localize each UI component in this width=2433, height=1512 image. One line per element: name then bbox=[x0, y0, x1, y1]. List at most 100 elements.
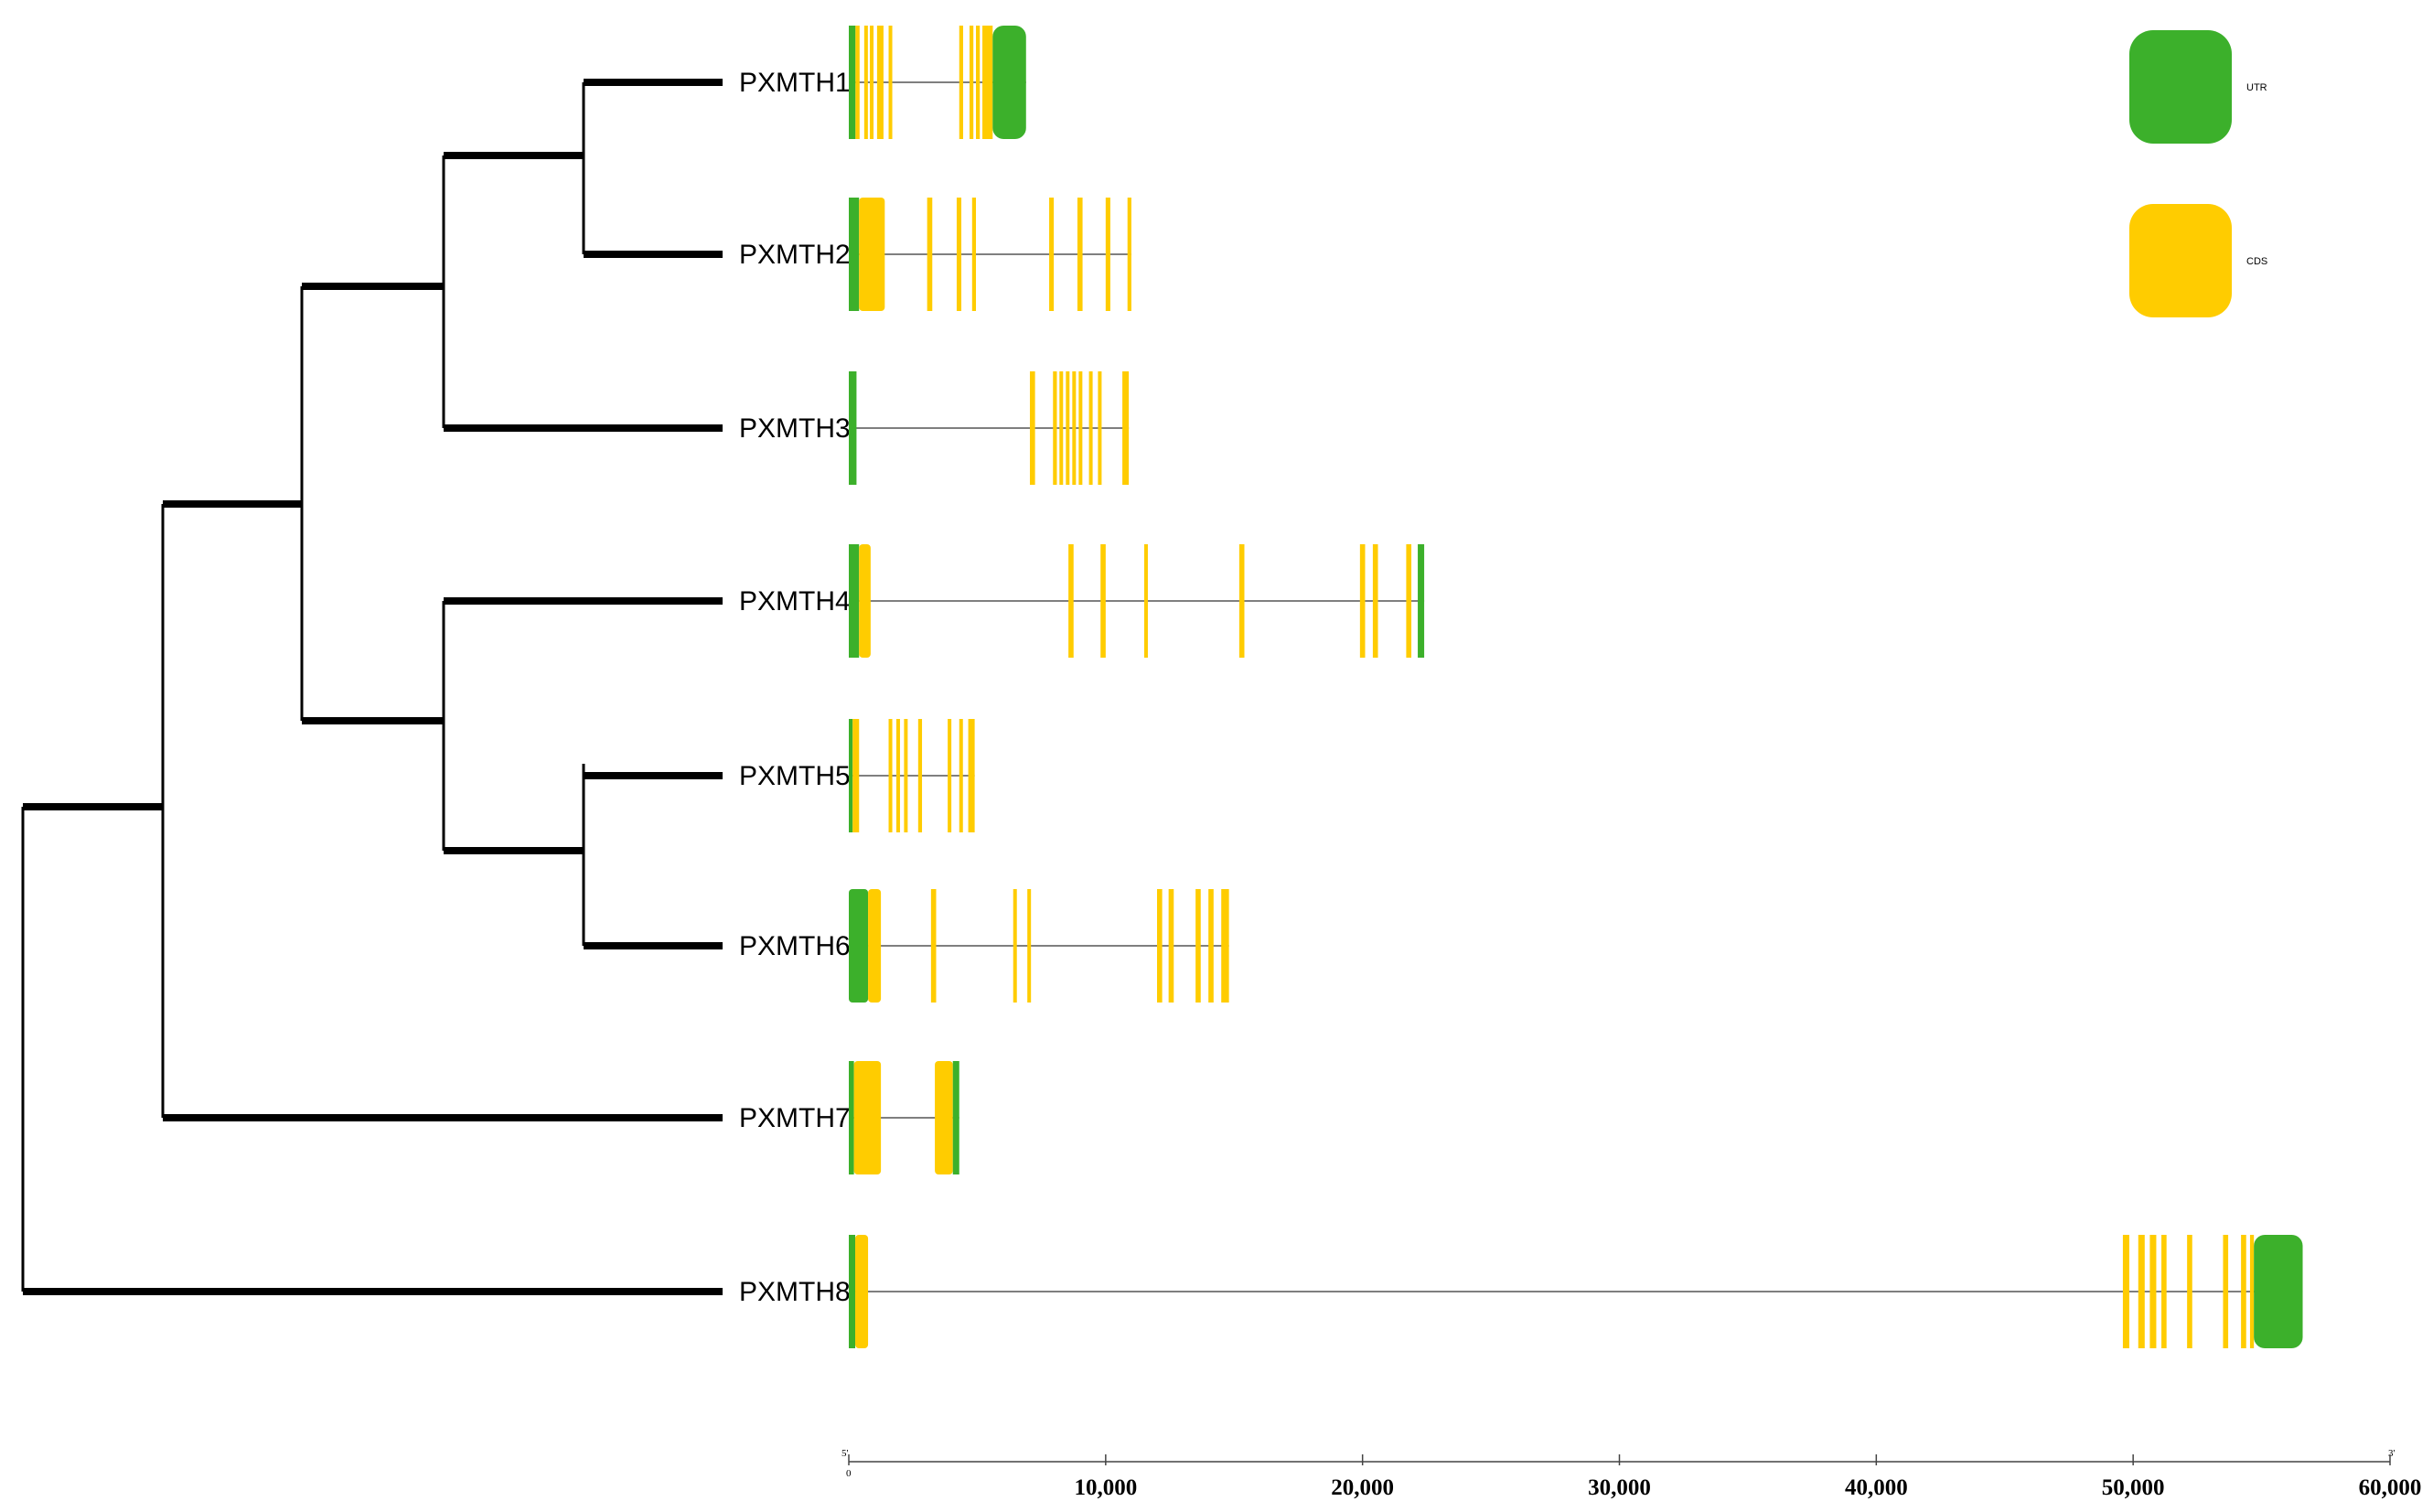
cds-exon-9 bbox=[1208, 889, 1214, 1003]
cds-exon-9 bbox=[976, 26, 981, 139]
cds-exon-8 bbox=[959, 719, 963, 832]
utr-block-11 bbox=[2254, 1235, 2303, 1348]
cds-exon-3 bbox=[927, 198, 933, 311]
gene-model-pxmth1 bbox=[849, 26, 1026, 139]
cds-exon-5 bbox=[876, 26, 884, 139]
cds-exon-5 bbox=[904, 719, 908, 832]
axis-zero-label: 0 bbox=[846, 1468, 852, 1479]
cds-exon-2 bbox=[868, 889, 882, 1003]
scale-axis: 5' 0 3' 10,000 20,000 30,000 40,000 50,000 60,00… bbox=[841, 1448, 2421, 1500]
cds-exon-3 bbox=[863, 26, 868, 139]
cds-exon-2 bbox=[853, 1061, 882, 1174]
cds-exon-4 bbox=[1100, 544, 1106, 658]
axis-start-label: 5' bbox=[841, 1448, 849, 1459]
cds-exon-6 bbox=[1157, 889, 1163, 1003]
gene-model-pxmth2 bbox=[849, 198, 1131, 311]
utr-block-1 bbox=[849, 371, 857, 485]
cds-exon-7 bbox=[1168, 889, 1174, 1003]
cds-exon-9 bbox=[1406, 544, 1412, 658]
utr-block-4 bbox=[952, 1061, 959, 1174]
cds-exon-4 bbox=[1013, 889, 1017, 1003]
cds-exon-6 bbox=[2161, 1235, 2167, 1348]
cds-exon-3 bbox=[1068, 544, 1074, 658]
cds-exon-6 bbox=[1049, 198, 1055, 311]
axis-tick-label-30000: 30,000 bbox=[1588, 1475, 1651, 1500]
cds-exon-2 bbox=[852, 719, 860, 832]
legend-label-cds: CDS bbox=[2246, 256, 2267, 267]
axis-tick-label-60000: 60,000 bbox=[2359, 1475, 2422, 1500]
cds-exon-2 bbox=[859, 544, 871, 658]
cds-exon-4 bbox=[2138, 1235, 2145, 1348]
utr-block-1 bbox=[849, 1061, 854, 1174]
cds-exon-3 bbox=[2122, 1235, 2129, 1348]
gene-label-pxmth1: PXMTH1 bbox=[739, 68, 851, 98]
cds-exon-7 bbox=[2187, 1235, 2192, 1348]
gene-label-pxmth6: PXMTH6 bbox=[739, 931, 851, 961]
utr-block-1 bbox=[849, 1235, 856, 1348]
legend-swatch-utr bbox=[2129, 30, 2232, 144]
gene-label-pxmth7: PXMTH7 bbox=[739, 1103, 851, 1133]
cds-exon-2 bbox=[855, 1235, 869, 1348]
gene-model-pxmth4 bbox=[849, 544, 1425, 658]
cds-exon-5 bbox=[971, 198, 977, 311]
gene-model-pxmth3 bbox=[849, 371, 1130, 485]
utr-block-10 bbox=[1418, 544, 1425, 658]
cds-exon-4 bbox=[870, 26, 874, 139]
utr-block-1 bbox=[849, 26, 856, 139]
legend-swatch-cds bbox=[2129, 204, 2232, 317]
gene-model-pxmth6 bbox=[849, 889, 1229, 1003]
cds-exon-6 bbox=[1238, 544, 1245, 658]
cds-exon-3 bbox=[930, 889, 937, 1003]
cds-exon-10 bbox=[2249, 1235, 2255, 1348]
cds-exon-3 bbox=[1053, 371, 1057, 485]
cds-exon-8 bbox=[1195, 889, 1201, 1003]
cds-exon-8 bbox=[1372, 544, 1378, 658]
cds-exon-7 bbox=[948, 719, 952, 832]
axis-tick-label-50000: 50,000 bbox=[2102, 1475, 2165, 1500]
cds-exon-8 bbox=[1088, 371, 1093, 485]
legend: UTR CDS bbox=[2129, 30, 2267, 317]
cds-exon-2 bbox=[855, 26, 860, 139]
cds-exon-7 bbox=[1359, 544, 1366, 658]
gene-model-pxmth8 bbox=[849, 1235, 2303, 1348]
gene-model-pxmth5 bbox=[849, 719, 975, 832]
gene-label-pxmth2: PXMTH2 bbox=[739, 240, 851, 270]
cds-exon-2 bbox=[1029, 371, 1035, 485]
cds-exon-4 bbox=[956, 198, 962, 311]
gene-label-pxmth4: PXMTH4 bbox=[739, 586, 851, 617]
cds-exon-5 bbox=[1143, 544, 1148, 658]
cds-exon-6 bbox=[917, 719, 923, 832]
utr-block-1 bbox=[849, 544, 860, 658]
cds-exon-10 bbox=[982, 26, 993, 139]
cds-exon-5 bbox=[1027, 889, 1032, 1003]
axis-tick-label-10000: 10,000 bbox=[1074, 1475, 1137, 1500]
cds-exon-4 bbox=[1059, 371, 1064, 485]
cds-exon-3 bbox=[935, 1061, 953, 1174]
cds-exon-7 bbox=[1077, 198, 1083, 311]
cds-exon-2 bbox=[859, 198, 885, 311]
axis-tick-label-20000: 20,000 bbox=[1331, 1475, 1394, 1500]
utr-block-11 bbox=[992, 26, 1026, 139]
cds-exon-9 bbox=[2241, 1235, 2246, 1348]
cds-exon-8 bbox=[969, 26, 974, 139]
cds-exon-9 bbox=[1127, 198, 1131, 311]
axis-tick-label-40000: 40,000 bbox=[1845, 1475, 1908, 1500]
cds-exon-6 bbox=[1072, 371, 1077, 485]
axis-end-label: 3' bbox=[2388, 1448, 2395, 1459]
cds-exon-8 bbox=[1105, 198, 1110, 311]
cds-exon-3 bbox=[888, 719, 893, 832]
cds-exon-7 bbox=[1078, 371, 1083, 485]
cds-exon-9 bbox=[1098, 371, 1102, 485]
gene-label-pxmth5: PXMTH5 bbox=[739, 761, 851, 791]
phylogenetic-tree bbox=[21, 79, 723, 1295]
gene-label-pxmth3: PXMTH3 bbox=[739, 413, 851, 444]
cds-exon-10 bbox=[1122, 371, 1130, 485]
utr-block-1 bbox=[849, 889, 869, 1003]
cds-exon-9 bbox=[968, 719, 975, 832]
gene-models bbox=[849, 26, 2303, 1348]
cds-exon-5 bbox=[1066, 371, 1070, 485]
gene-model-pxmth7 bbox=[849, 1061, 959, 1174]
utr-block-1 bbox=[849, 719, 853, 832]
